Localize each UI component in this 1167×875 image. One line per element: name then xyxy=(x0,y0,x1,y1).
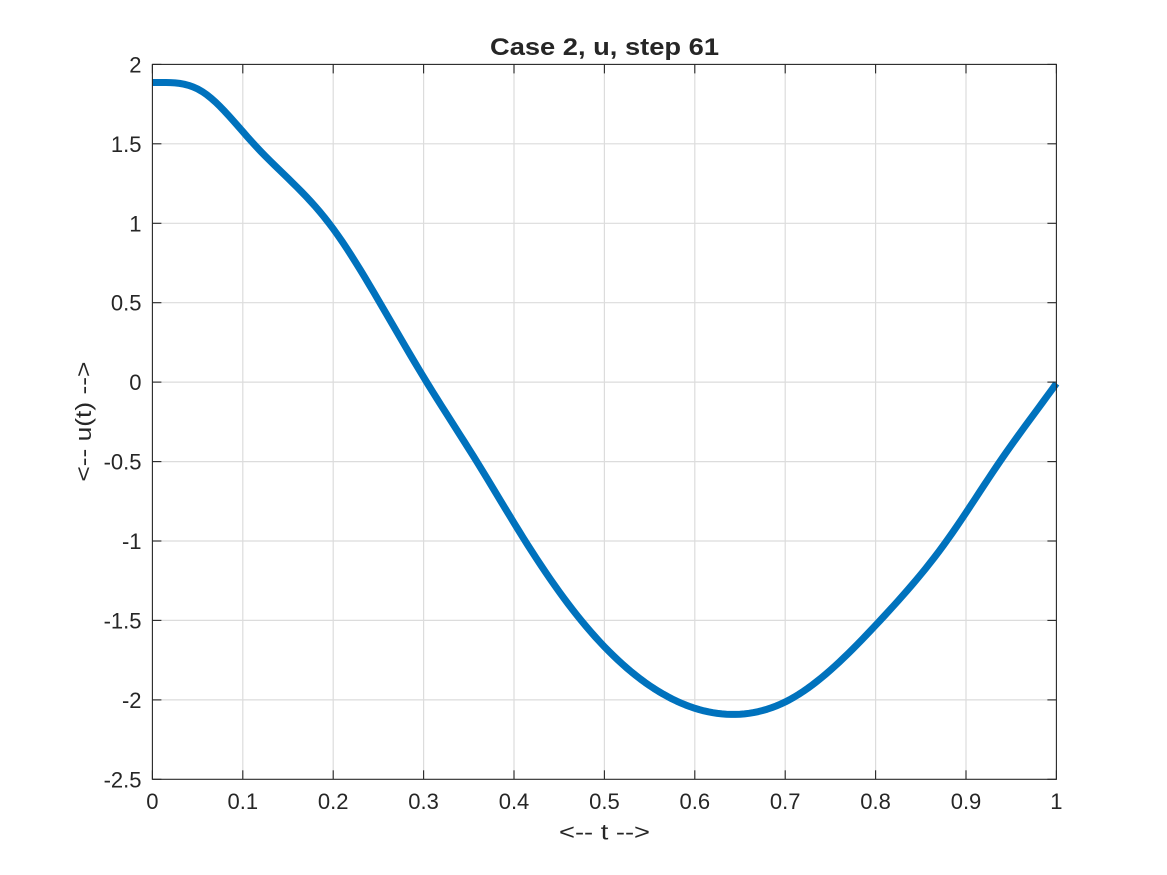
svg-text:0.9: 0.9 xyxy=(951,789,982,814)
svg-text:-2.5: -2.5 xyxy=(104,767,142,792)
svg-text:0.4: 0.4 xyxy=(499,789,530,814)
svg-text:0.6: 0.6 xyxy=(680,789,711,814)
svg-text:0: 0 xyxy=(129,370,141,395)
svg-text:0.2: 0.2 xyxy=(318,789,349,814)
svg-text:0: 0 xyxy=(146,789,158,814)
svg-text:0.7: 0.7 xyxy=(770,789,801,814)
svg-text:1: 1 xyxy=(1050,789,1062,814)
svg-text:Case 2, u, step 61: Case 2, u, step 61 xyxy=(490,34,719,61)
svg-text:1.5: 1.5 xyxy=(111,132,142,157)
svg-text:0.5: 0.5 xyxy=(589,789,620,814)
svg-text:-0.5: -0.5 xyxy=(104,450,142,475)
svg-text:1: 1 xyxy=(129,211,141,236)
svg-text:-2: -2 xyxy=(122,688,142,713)
svg-text:<-- u(t) -->: <-- u(t) --> xyxy=(71,362,96,482)
svg-text:0.5: 0.5 xyxy=(111,291,142,316)
svg-text:-1: -1 xyxy=(122,529,142,554)
svg-text:-1.5: -1.5 xyxy=(104,608,142,633)
svg-text:<-- t -->: <-- t --> xyxy=(559,820,650,845)
svg-text:0.8: 0.8 xyxy=(860,789,891,814)
svg-text:0.1: 0.1 xyxy=(228,789,259,814)
svg-text:0.3: 0.3 xyxy=(408,789,439,814)
svg-text:2: 2 xyxy=(129,52,141,77)
